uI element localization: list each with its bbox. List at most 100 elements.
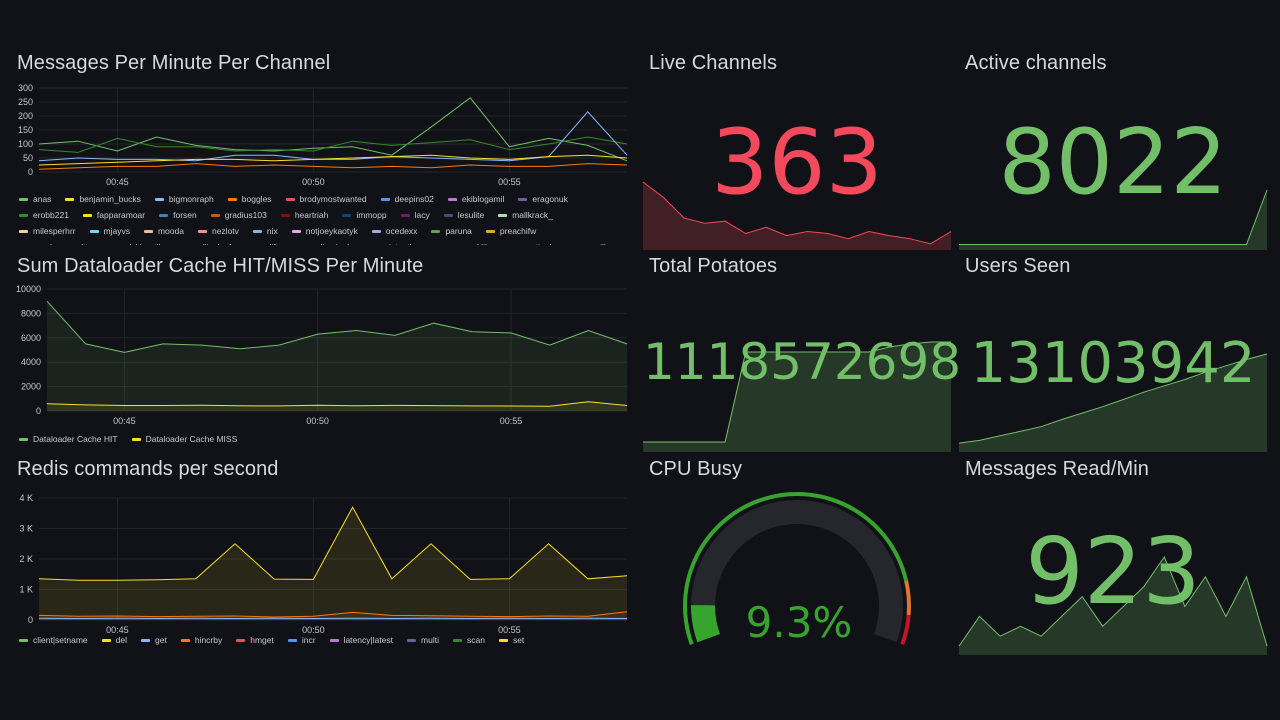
legend-label: realliveleaf	[191, 242, 232, 245]
legend-item[interactable]: immopp	[342, 207, 387, 223]
series-line	[38, 611, 628, 618]
legend-item[interactable]: benjamin_bucks	[65, 191, 141, 207]
legend-item[interactable]: samuklike	[442, 239, 494, 245]
legend-swatch	[159, 214, 169, 218]
series-line	[38, 506, 628, 581]
legend-label: lesulite	[457, 210, 485, 220]
legend-item[interactable]: incr	[287, 632, 316, 648]
series-line	[46, 401, 628, 407]
legend-item[interactable]: heartriah	[280, 207, 328, 223]
dataloader-legend: Dataloader Cache HIT Dataloader Cache MIS…	[19, 431, 629, 449]
legend-item[interactable]: mooda	[143, 223, 184, 239]
panel-title[interactable]: Redis commands per second	[17, 458, 279, 480]
legend-item[interactable]: nix	[252, 223, 278, 239]
legend-item[interactable]: lesulite	[443, 207, 485, 223]
legend-item[interactable]: hincrby	[180, 632, 223, 648]
legend-item[interactable]: redify	[245, 239, 280, 245]
legend-label: mjayvs	[103, 226, 130, 236]
legend-label: preachifw	[499, 226, 537, 236]
legend-item[interactable]: silky	[582, 239, 613, 245]
legend-item[interactable]: boggles	[227, 191, 272, 207]
sparkline-line	[958, 555, 1268, 647]
panel-title[interactable]: Live Channels	[649, 52, 778, 74]
y-tick-label: 1 K	[19, 585, 33, 595]
dataloader-panel: Sum Dataloader Cache HIT/MISS Per Minute…	[16, 255, 629, 450]
legend-swatch	[342, 214, 352, 218]
legend-item[interactable]: ocedexx	[371, 223, 417, 239]
legend-item[interactable]: notjoeykaotyk	[291, 223, 358, 239]
legend-swatch	[131, 438, 141, 442]
legend-label: saintanthony	[380, 242, 428, 245]
legend-item[interactable]: forsen	[159, 207, 197, 223]
active-channels-value: 8022	[998, 110, 1228, 215]
legend-label: multi	[421, 635, 439, 645]
legend-label: mooda	[157, 226, 184, 236]
legend-label: samuklike	[456, 242, 494, 245]
legend-item[interactable]: preachifw	[485, 223, 537, 239]
legend-item[interactable]: bigmonraph	[154, 191, 214, 207]
legend-item[interactable]: fapparamoar	[82, 207, 146, 223]
panel-title[interactable]: Users Seen	[965, 255, 1071, 277]
sparkline-line	[642, 181, 952, 245]
sparkline-area	[959, 354, 1267, 452]
legend-label: nezlotv	[211, 226, 239, 236]
legend-label: incr	[301, 635, 316, 645]
redis-chart[interactable]: 0 1 K 2 K 3 K 4 K 00:45 00:50 00:55	[17, 493, 629, 636]
panel-title[interactable]: Total Potatoes	[649, 255, 778, 277]
legend-item[interactable]: sentinelcore	[508, 239, 568, 245]
legend-item[interactable]: client|setname	[19, 632, 88, 648]
legend-item[interactable]: Dataloader Cache MISS	[131, 431, 237, 447]
legend-swatch	[154, 198, 164, 202]
legend-item[interactable]: mallkrack_	[498, 207, 553, 223]
legend-label: get	[155, 635, 167, 645]
legend-item[interactable]: ekiblogamil	[447, 191, 505, 207]
legend-item[interactable]: multi	[407, 632, 439, 648]
series-line	[46, 300, 628, 353]
legend-label: ekiblogamil	[461, 194, 505, 204]
panel-title[interactable]: Sum Dataloader Cache HIT/MISS Per Minute	[17, 255, 424, 277]
legend-label: forsen	[173, 210, 197, 220]
legend-item[interactable]: hmget	[236, 632, 274, 648]
legend-item[interactable]: saintanthony	[366, 239, 428, 245]
legend-label: gradius103	[224, 210, 267, 220]
legend-item[interactable]: get	[141, 632, 167, 648]
legend-item[interactable]: lacy	[400, 207, 430, 223]
legend-item[interactable]: mjayvs	[89, 223, 130, 239]
legend-item[interactable]: deepins02	[380, 191, 434, 207]
legend-item[interactable]: scan	[452, 632, 485, 648]
legend-item[interactable]: quickhuntik	[106, 239, 163, 245]
legend-item[interactable]: paruna	[431, 223, 472, 239]
x-tick-label: 00:45	[106, 625, 129, 635]
legend-item[interactable]: realliveleaf	[177, 239, 232, 245]
legend-swatch	[82, 214, 92, 218]
x-tick-label: 00:50	[302, 625, 325, 635]
live-channels-panel: Live Channels 363	[642, 52, 952, 250]
series-area	[47, 401, 627, 411]
legend-label: fapparamoar	[96, 210, 146, 220]
y-tick-label: 50	[23, 153, 33, 163]
legend-item[interactable]: set	[498, 632, 524, 648]
panel-title[interactable]: Messages Per Minute Per Channel	[17, 52, 331, 74]
legend-item[interactable]: gradius103	[210, 207, 267, 223]
legend-item[interactable]: brodymostwanted	[285, 191, 367, 207]
panel-title[interactable]: Active channels	[965, 52, 1107, 74]
legend-item[interactable]: Dataloader Cache HIT	[19, 431, 118, 447]
legend-item[interactable]: eragonuk	[518, 191, 568, 207]
legend-swatch	[143, 230, 153, 234]
legend-item[interactable]: milesperhrr	[19, 223, 76, 239]
legend-item[interactable]: erobb221	[19, 207, 69, 223]
legend-item[interactable]: realjamieeb	[294, 239, 352, 245]
panel-title[interactable]: Messages Read/Min	[965, 458, 1150, 480]
legend-item[interactable]: anas	[19, 191, 51, 207]
dataloader-chart[interactable]: 0 2000 4000 6000 8000 10000 00:45 00:50 00:55	[16, 284, 629, 427]
messages-chart[interactable]: 0 50 100 150 200 250 300 00:45 00:50 00:55	[17, 83, 629, 187]
legend-item[interactable]: latency|latest	[329, 632, 393, 648]
y-tick-label: 8000	[21, 308, 41, 318]
legend-item[interactable]: nezlotv	[197, 223, 239, 239]
legend-swatch	[400, 214, 410, 218]
legend-item[interactable]: purplegroundttv	[19, 239, 92, 245]
legend-item[interactable]: del	[101, 632, 127, 648]
legend-label: hincrby	[194, 635, 223, 645]
legend-swatch	[197, 230, 207, 234]
panel-title[interactable]: CPU Busy	[649, 458, 743, 480]
